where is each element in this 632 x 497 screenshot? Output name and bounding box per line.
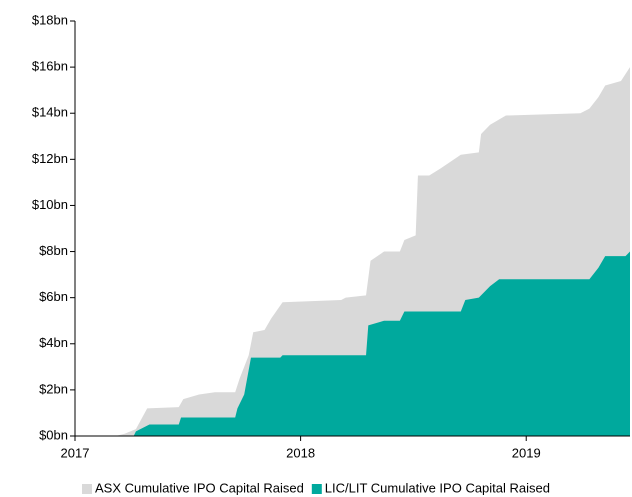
y-tick-label: $10bn <box>32 197 68 212</box>
x-tick-label: 2017 <box>61 445 90 460</box>
y-tick-label: $18bn <box>32 12 68 27</box>
y-tick-label: $8bn <box>39 243 68 258</box>
x-tick-label: 2018 <box>286 445 315 460</box>
area <box>75 251 630 436</box>
y-tick-label: $6bn <box>39 289 68 304</box>
legend-label: LIC/LIT Cumulative IPO Capital Raised <box>325 480 550 495</box>
x-tick-label: 2019 <box>512 445 541 460</box>
legend-label: ASX Cumulative IPO Capital Raised <box>95 480 304 495</box>
legend-swatch <box>81 484 92 494</box>
y-tick-label: $2bn <box>39 381 68 396</box>
y-tick-label: $12bn <box>32 151 68 166</box>
y-tick-label: $0bn <box>39 427 68 442</box>
y-tick-label: $14bn <box>32 105 68 120</box>
y-tick-label: $4bn <box>39 335 68 350</box>
legend-swatch <box>311 484 322 494</box>
y-tick-label: $16bn <box>32 59 68 74</box>
